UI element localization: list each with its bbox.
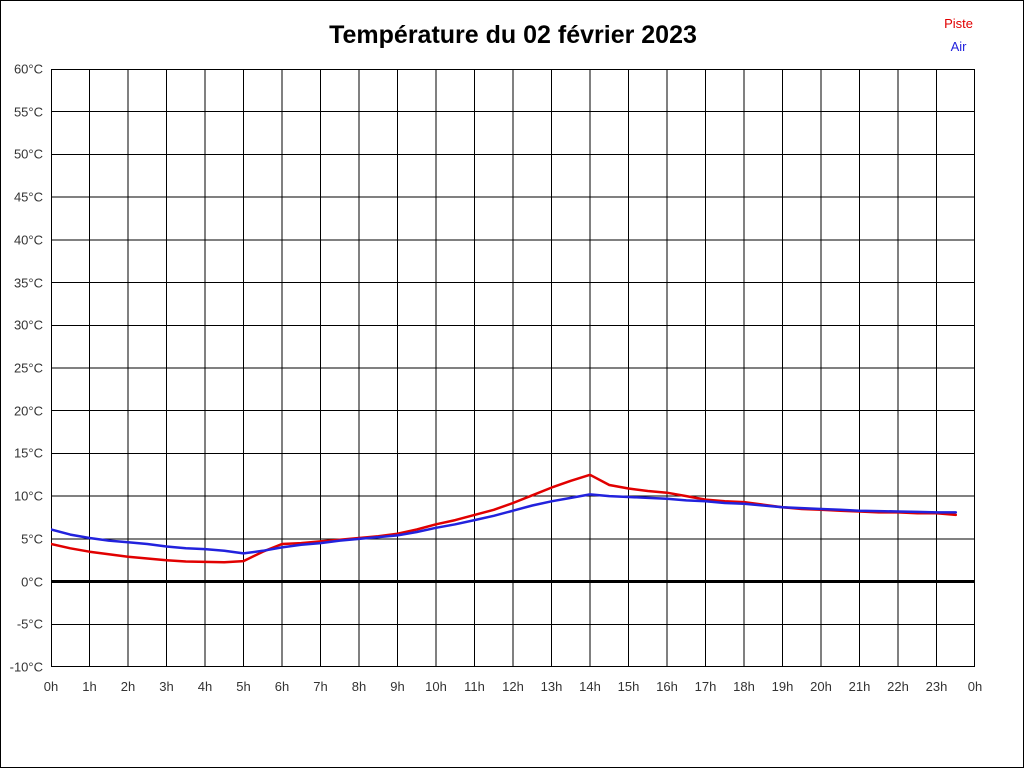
x-tick-label: 16h: [656, 679, 678, 694]
x-tick-label: 17h: [694, 679, 717, 694]
x-tick-label: 11h: [464, 679, 485, 694]
x-tick-label: 10h: [425, 679, 447, 694]
y-tick-label: 10°C: [13, 488, 43, 504]
y-tick-label: 35°C: [13, 275, 43, 291]
y-tick-label: 60°C: [13, 61, 43, 77]
x-tick-label: 9h: [390, 679, 405, 694]
y-tick-label: -10°C: [9, 659, 43, 675]
legend-entry-piste: Piste: [944, 16, 973, 31]
y-tick-label: 30°C: [13, 317, 43, 333]
y-tick-label: 20°C: [13, 403, 43, 419]
legend: Piste Air: [944, 13, 973, 59]
y-tick-label: 0°C: [21, 574, 43, 590]
y-tick-label: 55°C: [13, 104, 43, 120]
x-tick-label: 6h: [274, 679, 290, 694]
x-tick-label: 1h: [82, 679, 97, 694]
x-tick-label: 20h: [810, 679, 832, 694]
x-tick-label: 8h: [351, 679, 367, 694]
x-tick-label: 0h: [43, 679, 59, 694]
x-tick-label: 7h: [313, 679, 328, 694]
y-tick-label: 25°C: [13, 360, 43, 376]
x-tick-label: 23h: [925, 679, 948, 694]
y-tick-label: -5°C: [16, 616, 43, 632]
x-tick-label: 22h: [887, 679, 909, 694]
x-tick-label: 19h: [771, 679, 794, 694]
x-tick-label: 18h: [733, 679, 755, 694]
plot-svg: [51, 69, 975, 667]
x-tick-label: 3h: [159, 679, 174, 694]
y-tick-label: 40°C: [13, 232, 43, 248]
x-tick-label: 21h: [848, 679, 871, 694]
chart-title: Température du 02 février 2023: [329, 21, 697, 49]
x-tick-label: 2h: [120, 679, 136, 694]
y-tick-label: 5°C: [21, 531, 43, 547]
y-tick-label: 15°C: [13, 445, 43, 461]
x-tick-label: 5h: [236, 679, 251, 694]
grid-lines: [51, 69, 975, 667]
y-tick-label: 50°C: [13, 146, 43, 162]
plot-area: [51, 69, 975, 667]
x-tick-label: 0h: [967, 679, 983, 694]
x-tick-label: 13h: [540, 679, 563, 694]
y-tick-label: 45°C: [13, 189, 43, 205]
x-tick-label: 12h: [502, 679, 524, 694]
air-line: [51, 493, 958, 555]
x-tick-label: 14h: [579, 679, 601, 694]
x-tick-label: 4h: [197, 679, 213, 694]
legend-entry-air: Air: [950, 38, 967, 54]
x-tick-label: 15h: [617, 679, 640, 694]
